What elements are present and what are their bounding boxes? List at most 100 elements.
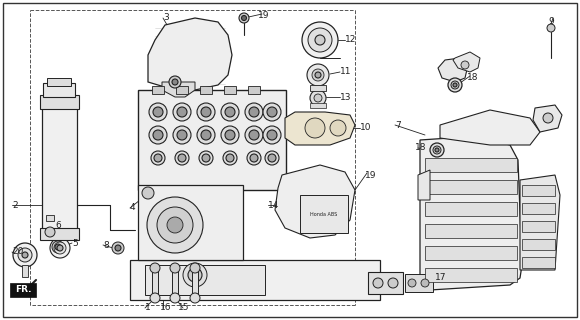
Circle shape (245, 126, 263, 144)
Bar (47, 78, 71, 86)
Circle shape (13, 243, 37, 267)
Circle shape (153, 107, 163, 117)
Bar (310, 85, 326, 91)
Circle shape (268, 154, 276, 162)
Circle shape (307, 64, 329, 86)
Circle shape (302, 22, 338, 58)
Circle shape (453, 83, 457, 87)
Circle shape (177, 130, 187, 140)
Text: 12: 12 (345, 36, 356, 44)
Circle shape (151, 151, 165, 165)
Polygon shape (162, 82, 195, 97)
Circle shape (373, 278, 383, 288)
Text: 17: 17 (435, 274, 447, 283)
Polygon shape (440, 110, 540, 145)
Circle shape (199, 151, 213, 165)
Text: 2: 2 (12, 201, 17, 210)
Polygon shape (418, 170, 430, 200)
Circle shape (461, 61, 469, 69)
Circle shape (221, 103, 239, 121)
Circle shape (435, 148, 439, 152)
Text: 15: 15 (178, 303, 190, 313)
Text: 3: 3 (163, 13, 169, 22)
Circle shape (315, 35, 325, 45)
Circle shape (249, 107, 259, 117)
Circle shape (149, 103, 167, 121)
Text: 11: 11 (340, 68, 351, 76)
Bar (300, 195, 348, 233)
Circle shape (54, 242, 66, 254)
Circle shape (197, 126, 215, 144)
Circle shape (22, 252, 28, 258)
Text: 7: 7 (395, 121, 401, 130)
Circle shape (52, 241, 64, 253)
Circle shape (408, 279, 416, 287)
Bar (152, 86, 164, 94)
Polygon shape (453, 52, 480, 72)
Circle shape (263, 126, 281, 144)
Bar (522, 203, 555, 214)
Circle shape (250, 154, 258, 162)
Text: 4: 4 (130, 204, 136, 212)
Polygon shape (533, 105, 562, 132)
Circle shape (223, 151, 237, 165)
Bar (40, 95, 79, 109)
Circle shape (115, 245, 121, 251)
Text: 8: 8 (103, 241, 109, 250)
Bar (310, 103, 326, 108)
Bar (145, 265, 265, 295)
Bar (425, 202, 517, 216)
Circle shape (221, 126, 239, 144)
Circle shape (178, 154, 186, 162)
Circle shape (388, 278, 398, 288)
Text: 13: 13 (340, 92, 351, 101)
Circle shape (241, 15, 246, 20)
Bar (138, 90, 286, 190)
Bar (522, 221, 555, 232)
Circle shape (147, 197, 203, 253)
Text: 9: 9 (548, 18, 554, 27)
Circle shape (55, 244, 61, 250)
Circle shape (433, 146, 441, 154)
Circle shape (245, 103, 263, 121)
Circle shape (305, 118, 325, 138)
Circle shape (430, 143, 444, 157)
Circle shape (226, 154, 234, 162)
Bar (522, 185, 555, 196)
Circle shape (173, 126, 191, 144)
Bar (425, 224, 517, 238)
Circle shape (239, 13, 249, 23)
Circle shape (167, 217, 183, 233)
Bar (192, 268, 198, 300)
Circle shape (249, 130, 259, 140)
Circle shape (448, 78, 462, 92)
Bar (368, 272, 403, 294)
Circle shape (225, 130, 235, 140)
Bar (40, 228, 79, 240)
Circle shape (190, 293, 200, 303)
Polygon shape (438, 58, 468, 82)
Text: 18: 18 (415, 143, 426, 153)
Circle shape (308, 28, 332, 52)
Bar (522, 257, 555, 268)
Bar (138, 185, 243, 260)
Text: 14: 14 (268, 201, 280, 210)
Bar (200, 86, 212, 94)
Polygon shape (420, 138, 522, 290)
Circle shape (150, 263, 160, 273)
Circle shape (263, 103, 281, 121)
Polygon shape (520, 175, 560, 270)
Circle shape (267, 130, 277, 140)
Bar (248, 86, 260, 94)
Bar (46, 215, 54, 221)
Bar (172, 268, 178, 300)
Circle shape (50, 238, 70, 258)
Bar (42, 105, 77, 230)
Circle shape (543, 113, 553, 123)
Circle shape (177, 107, 187, 117)
Text: 5: 5 (72, 238, 78, 247)
Bar (43, 83, 75, 97)
Text: 16: 16 (160, 303, 172, 313)
Circle shape (173, 103, 191, 121)
Circle shape (183, 263, 207, 287)
